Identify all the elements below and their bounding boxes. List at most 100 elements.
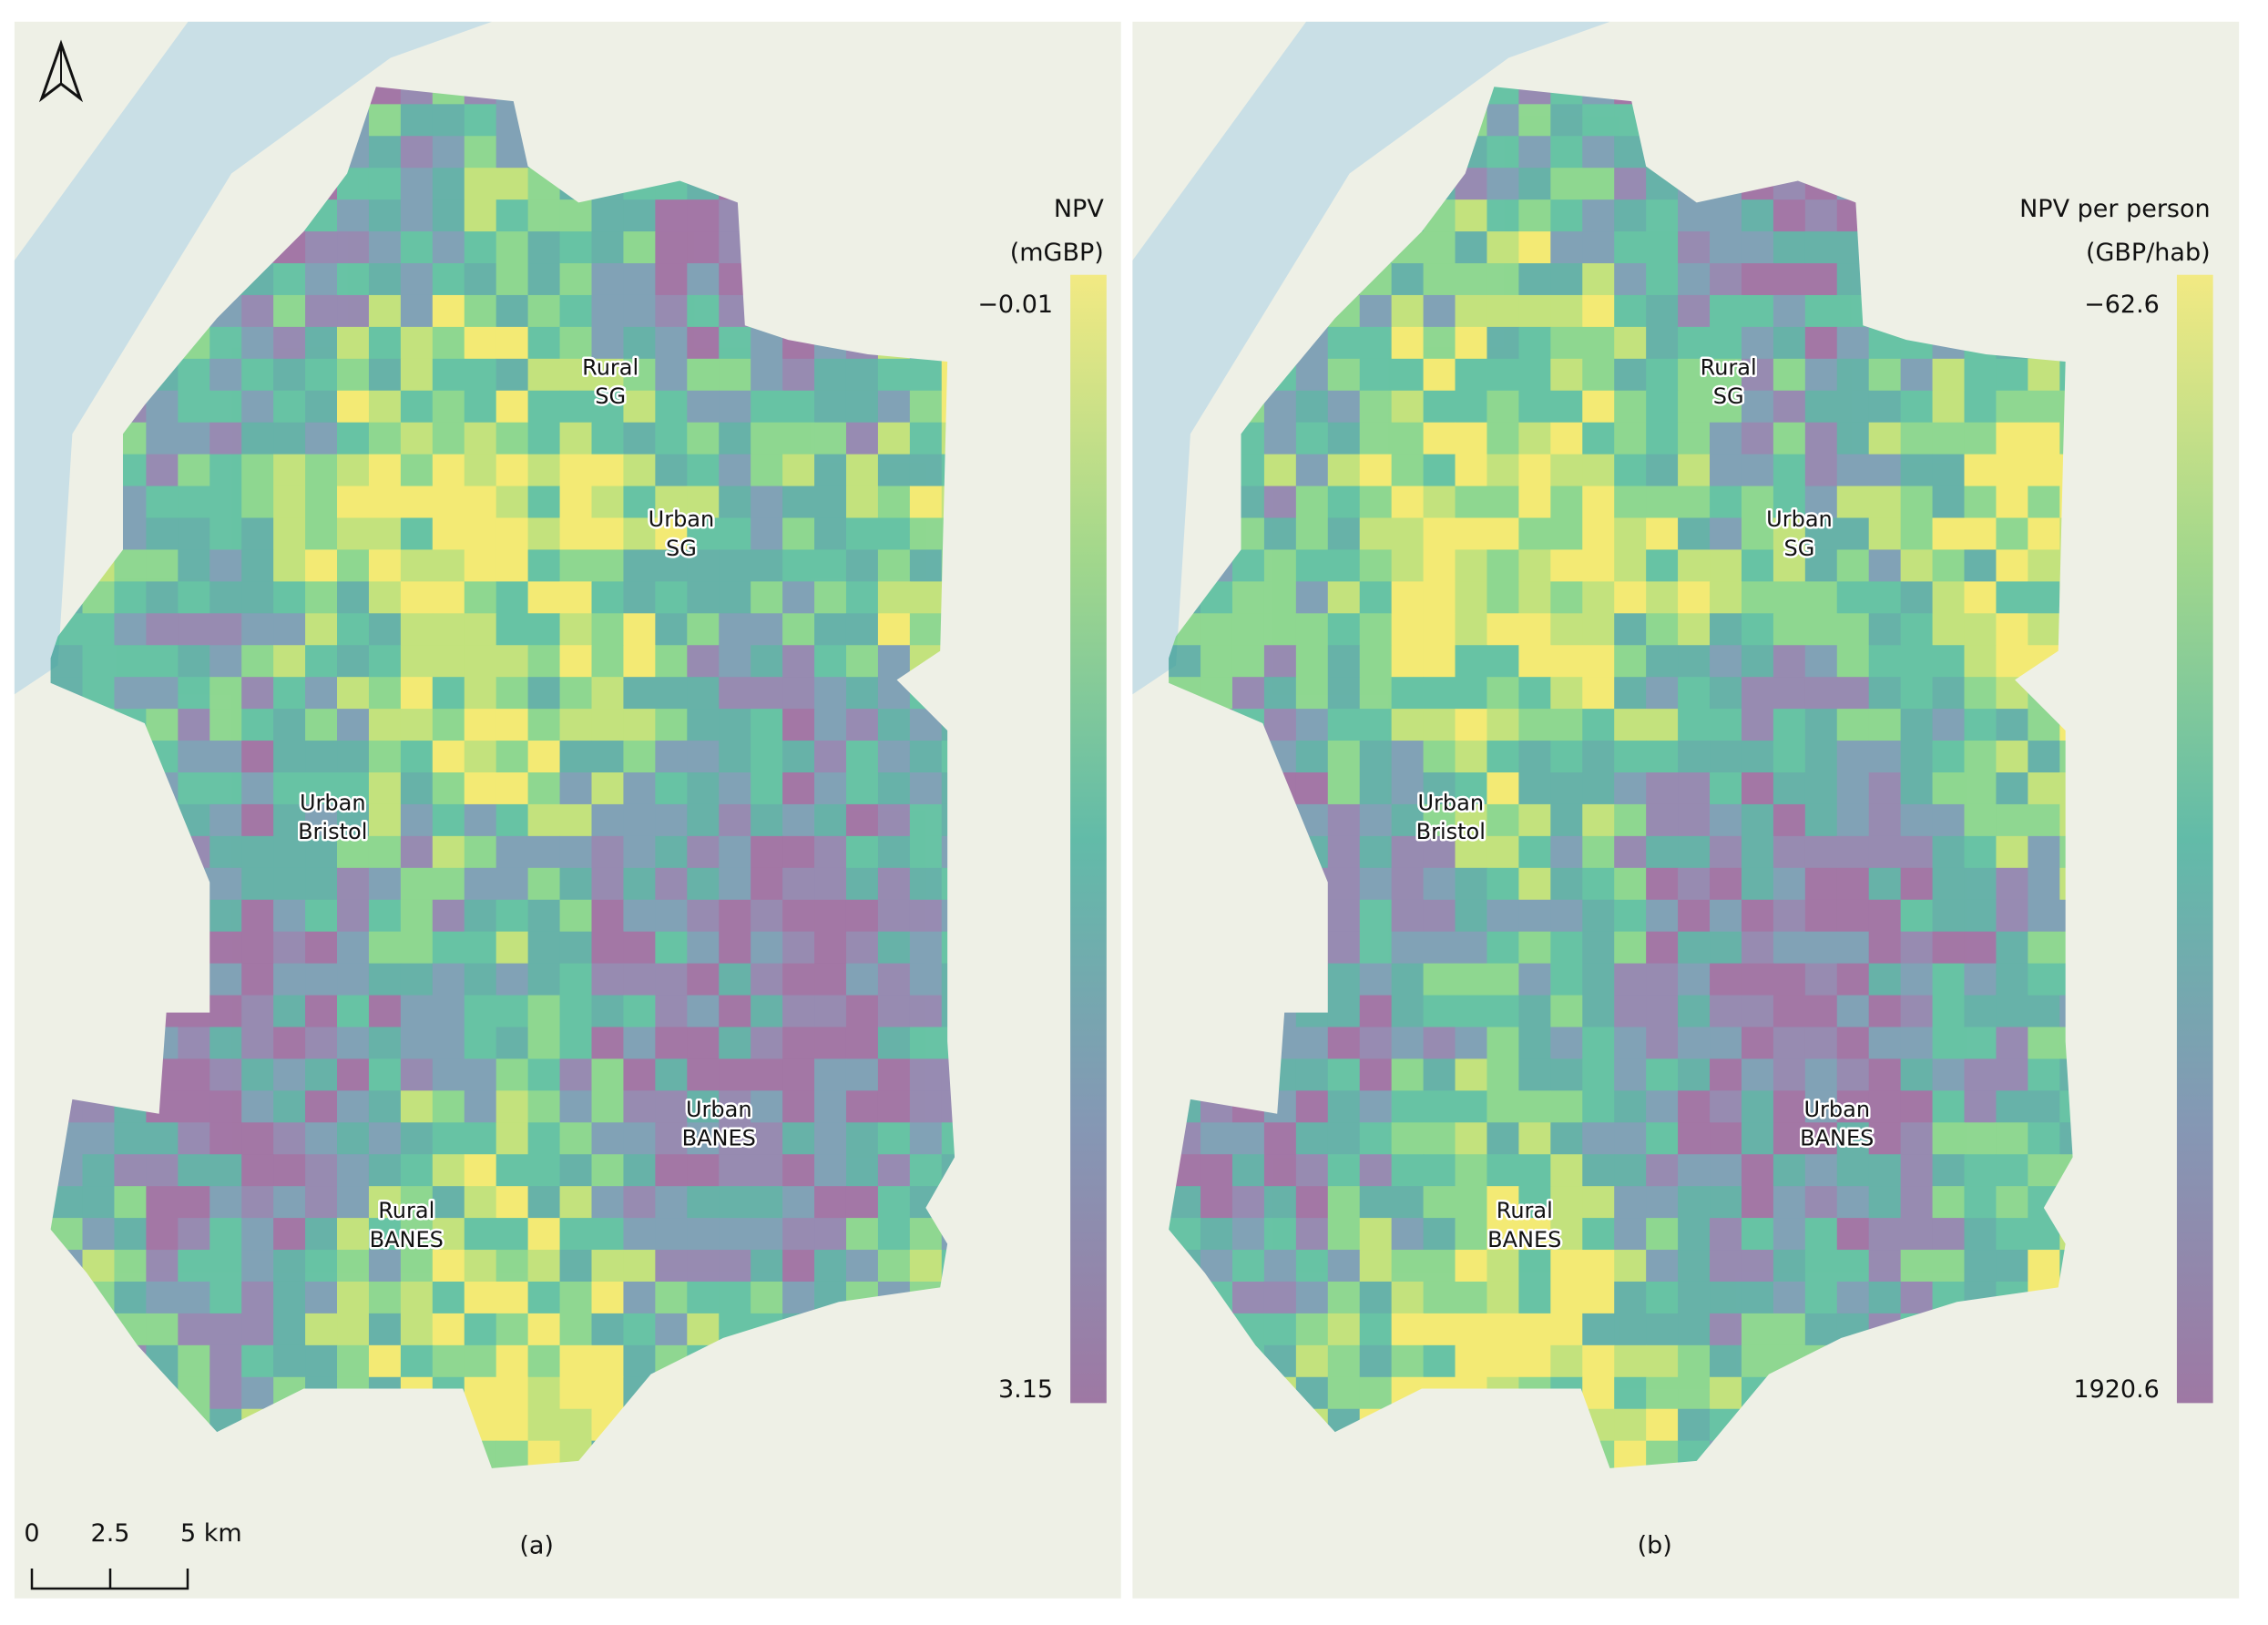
grid-cell [1804,231,1838,264]
grid-cell [1231,645,1265,678]
grid-cell [495,613,529,646]
grid-cell [305,1090,338,1123]
grid-cell [464,867,497,901]
grid-cell [591,1186,624,1219]
grid-cell [655,422,688,455]
grid-cell [1423,1186,1456,1219]
grid-cell [1741,677,1774,710]
grid-cell [1836,613,1870,646]
grid-cell [719,963,751,996]
grid-cell [845,1027,879,1059]
grid-cell [1423,835,1456,869]
grid-cell [814,899,847,933]
grid-cell [1391,931,1425,965]
grid-cell [1295,422,1329,455]
grid-cell [782,803,815,837]
grid-cell [1423,803,1456,837]
grid-cell [687,454,720,487]
grid-cell [909,454,943,487]
grid-cell [559,645,592,678]
grid-cell [877,1027,911,1059]
grid-cell [1391,1027,1425,1059]
grid-cell [1231,1122,1265,1155]
grid-cell [1391,899,1425,933]
grid-cell [591,294,624,328]
grid-cell [655,549,688,582]
legend-label: −0.01 [977,291,1053,319]
grid-cell [1773,867,1806,901]
grid-cell [1518,867,1551,901]
grid-cell [464,1281,497,1314]
grid-cell [1900,995,1934,1027]
grid-cell [527,1376,561,1410]
grid-cell [877,613,911,646]
grid-cell [1678,803,1711,837]
grid-cell [559,613,592,646]
grid-cell [1614,1154,1647,1187]
grid-cell [1614,549,1647,582]
grid-cell [1518,677,1551,710]
grid-cell [655,231,688,264]
grid-cell [814,613,847,646]
grid-cell [273,1250,306,1283]
grid-cell [1710,199,1742,232]
grid-cell [909,485,943,519]
grid-cell [1900,931,1934,965]
grid-cell [1327,645,1361,678]
grid-cell [368,1090,402,1123]
grid-cell [2028,867,2060,901]
grid-cell [655,931,688,965]
grid-cell [1804,326,1838,360]
grid-cell [527,1122,561,1155]
grid-cell [273,1313,306,1346]
grid-cell [1327,1058,1361,1091]
grid-cell [1550,1281,1583,1314]
grid-cell [1836,899,1870,933]
grid-cell [1614,326,1647,360]
grid-cell [1295,1344,1329,1378]
grid-cell [1932,1250,1966,1283]
grid-cell [1518,1218,1551,1251]
grid-cell [1932,772,1966,805]
grid-cell [1741,1186,1774,1219]
grid-cell [1518,995,1551,1027]
grid-cell [877,549,911,582]
grid-cell [1678,581,1711,614]
panel-label: (b) [1638,1532,1672,1560]
grid-cell [1582,1154,1615,1187]
grid-cell [1614,1408,1647,1442]
grid-cell [877,422,911,455]
grid-cell [1582,1186,1615,1219]
grid-cell [1455,741,1487,773]
grid-cell [1359,803,1393,837]
region-label: BANES [1800,1126,1874,1151]
grid-cell [305,1122,338,1155]
grid-cell [1582,294,1615,328]
grid-cell [782,1186,815,1219]
grid-cell [1868,995,1902,1027]
scale-label: 2.5 [91,1519,130,1548]
grid-cell [305,390,338,424]
grid-cell [1327,995,1361,1027]
grid-cell [1710,294,1742,328]
grid-cell [1900,867,1934,901]
grid-cell [1646,549,1679,582]
grid-cell [1455,613,1487,646]
grid-cell [814,772,847,805]
grid-cell [305,294,338,328]
grid-cell [1550,549,1583,582]
grid-cell [1263,581,1297,614]
grid-cell [1932,549,1966,582]
grid-cell [209,1376,242,1410]
grid-cell [591,231,624,264]
grid-cell [400,1281,434,1314]
grid-cell [241,390,274,424]
grid-cell [2028,835,2060,869]
grid-cell [1582,835,1615,869]
grid-cell [495,549,529,582]
grid-cell [527,772,561,805]
grid-cell [909,1250,943,1283]
grid-cell [1518,199,1551,232]
grid-cell [1327,803,1361,837]
grid-cell [1295,1154,1329,1187]
